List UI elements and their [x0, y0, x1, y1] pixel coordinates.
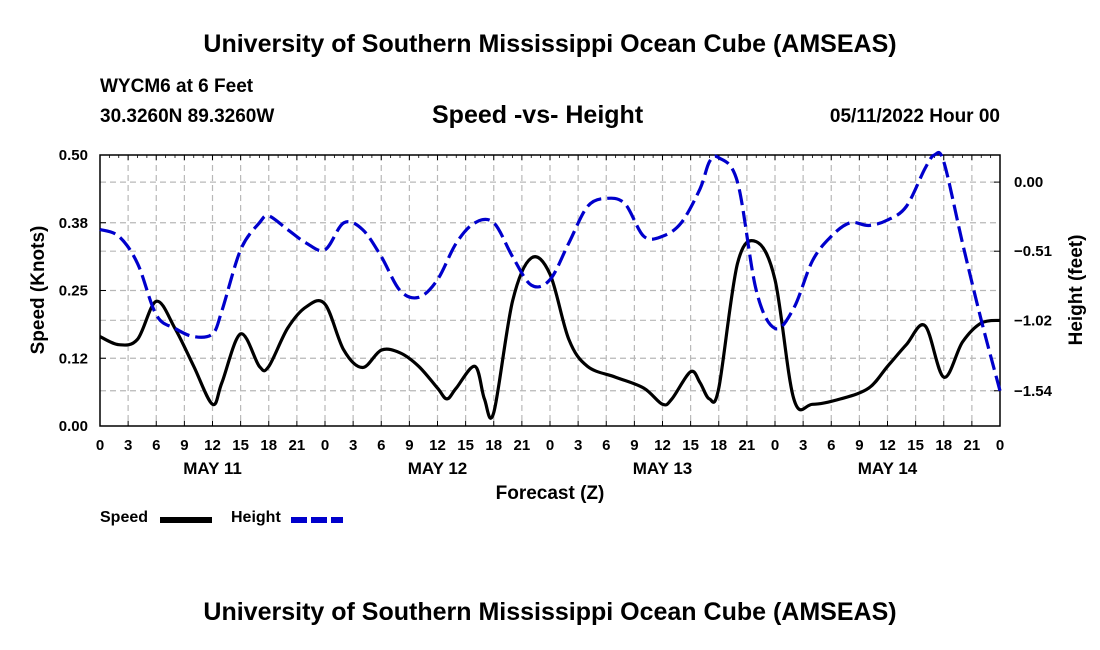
- x-tick-label: 18: [935, 437, 952, 454]
- x-tick-label: 3: [574, 437, 582, 454]
- y-left-tick-label: 0.50: [59, 147, 88, 164]
- x-tick-label: 12: [429, 437, 446, 454]
- x-tick-label: 9: [180, 437, 188, 454]
- x-tick-label: 6: [827, 437, 835, 454]
- x-tick-label: 15: [907, 437, 924, 454]
- x-tick-label: 9: [405, 437, 413, 454]
- x-tick-label: 9: [630, 437, 638, 454]
- day-label: MAY 11: [183, 459, 242, 478]
- legend-height-swatch: [291, 517, 343, 523]
- series-line-height: [99, 150, 1002, 392]
- x-tick-label: 18: [485, 437, 502, 454]
- axes: 0 3 6 9 12 15 18 21 0 3 6 9 12 15 18 21 0 3 6 9 12 15 18 21 0 3 6 9…: [59, 147, 1053, 478]
- y-left-tick-label: 0.00: [59, 418, 88, 435]
- station-name: WYCM6 at 6 Feet: [100, 76, 254, 97]
- y-left-tick-label: 0.38: [59, 215, 88, 232]
- x-axis-label: Forecast (Z): [496, 483, 605, 504]
- grid-lines: [100, 155, 1000, 426]
- x-tick-label: 6: [152, 437, 160, 454]
- x-tick-label: 3: [799, 437, 807, 454]
- x-tick-label: 21: [514, 437, 531, 454]
- x-tick-label: 15: [457, 437, 474, 454]
- y-axis-left-label: Speed (Knots): [28, 226, 49, 355]
- x-tick-label: 0: [321, 437, 329, 454]
- y-right-tick-label: −1.54: [1014, 383, 1053, 400]
- x-tick-label: 12: [879, 437, 896, 454]
- chart-footer-title: University of Southern Mississippi Ocean…: [203, 598, 897, 626]
- y-left-tick-label: 0.25: [59, 283, 88, 300]
- legend-speed-swatch: [160, 517, 212, 523]
- y-left-tick-label: 0.12: [59, 350, 88, 367]
- y-right-tick-label: −1.02: [1014, 312, 1052, 329]
- x-tick-label: 15: [682, 437, 699, 454]
- y-axis-right-label: Height (feet): [1066, 235, 1087, 346]
- forecast-date: 05/11/2022 Hour 00: [829, 106, 1000, 127]
- series-lines: [99, 150, 1002, 420]
- x-tick-label: 3: [349, 437, 357, 454]
- x-tick-label: 0: [546, 437, 554, 454]
- day-label: MAY 12: [408, 459, 468, 478]
- x-tick-label: 12: [654, 437, 671, 454]
- y-right-tick-label: 0.00: [1014, 174, 1043, 191]
- x-tick-label: 21: [739, 437, 756, 454]
- x-tick-label: 9: [855, 437, 863, 454]
- day-label: MAY 14: [858, 459, 918, 478]
- station-coordinates: 30.3260N 89.3260W: [100, 106, 275, 127]
- x-tick-label: 18: [710, 437, 727, 454]
- x-tick-label: 3: [124, 437, 132, 454]
- series-line-speed: [99, 238, 1001, 420]
- x-tick-label: 15: [232, 437, 249, 454]
- legend-speed-label: Speed: [100, 509, 149, 526]
- legend-height-label: Height: [231, 509, 281, 526]
- plot-frame: [99, 154, 1001, 427]
- x-tick-label: 0: [996, 437, 1004, 454]
- x-tick-label: 12: [204, 437, 221, 454]
- x-tick-label: 21: [964, 437, 981, 454]
- y-right-tick-label: −0.51: [1014, 243, 1052, 260]
- x-tick-label: 6: [602, 437, 610, 454]
- x-tick-label: 0: [771, 437, 779, 454]
- chart-main-title: University of Southern Mississippi Ocean…: [203, 30, 897, 58]
- x-tick-label: 21: [289, 437, 306, 454]
- chart-subtitle: Speed -vs- Height: [432, 101, 644, 129]
- day-label: MAY 13: [633, 459, 693, 478]
- x-tick-label: 18: [260, 437, 277, 454]
- x-tick-label: 6: [377, 437, 385, 454]
- x-tick-label: 0: [96, 437, 104, 454]
